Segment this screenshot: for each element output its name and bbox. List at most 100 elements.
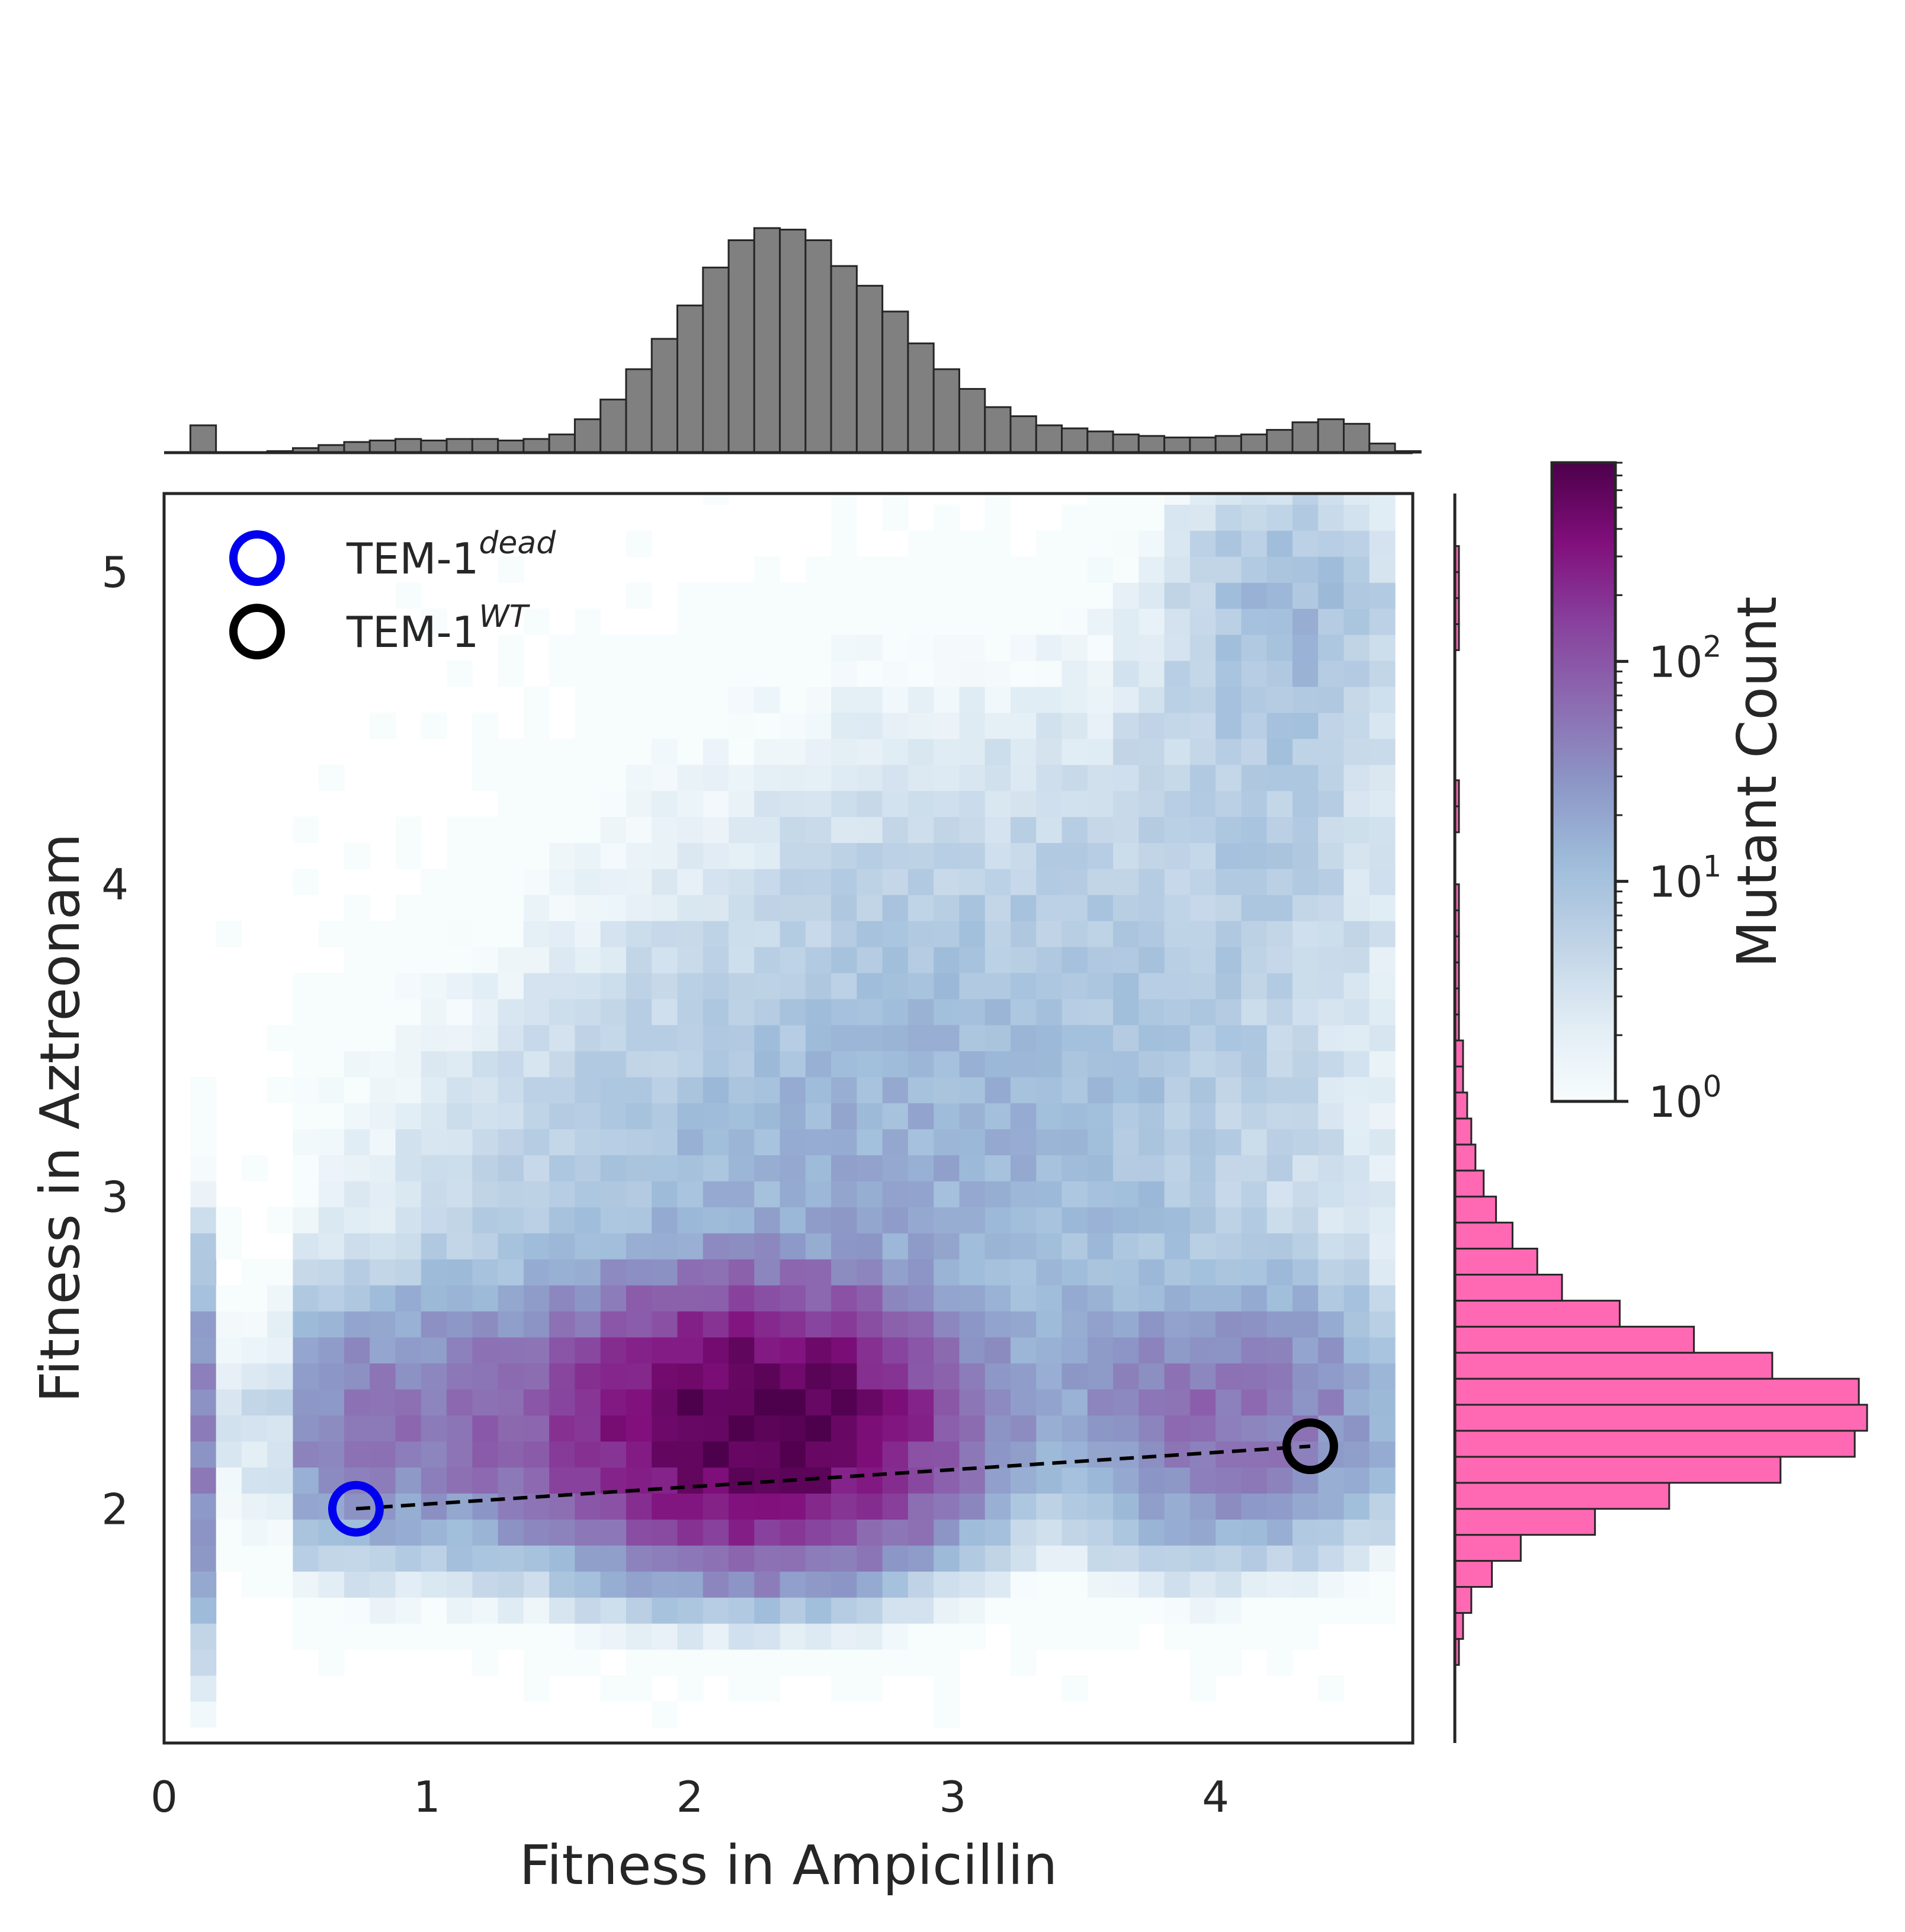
heatmap-cell	[677, 869, 704, 895]
heatmap-cell	[1061, 1389, 1088, 1416]
heatmap-cell	[1369, 1493, 1396, 1520]
heatmap-cell	[1113, 712, 1139, 739]
heatmap-cell	[754, 1259, 781, 1286]
heatmap-cell	[703, 582, 729, 609]
heatmap-cell	[780, 972, 806, 999]
heatmap-cell	[1036, 1233, 1063, 1260]
x-hist-bar	[907, 342, 935, 454]
heatmap-cell	[703, 1284, 729, 1312]
heatmap-cell	[1087, 895, 1114, 921]
heatmap-cell	[1216, 790, 1242, 818]
heatmap-cell	[677, 686, 704, 713]
heatmap-cell	[293, 1076, 319, 1104]
heatmap-cell	[1292, 1545, 1319, 1572]
heatmap-cell	[1061, 1050, 1088, 1078]
heatmap-cell	[831, 530, 857, 557]
heatmap-cell	[1343, 1050, 1370, 1078]
heatmap-cell	[1292, 1233, 1319, 1260]
heatmap-cell	[1138, 998, 1165, 1026]
heatmap-cell	[1216, 1493, 1242, 1520]
heatmap-cell	[1216, 764, 1242, 792]
heatmap-cell	[1266, 1181, 1293, 1207]
heatmap-cell	[959, 998, 986, 1026]
heatmap-cell	[549, 764, 576, 792]
heatmap-cell	[1343, 738, 1370, 765]
heatmap-cell	[1036, 816, 1063, 843]
heatmap-cell	[831, 764, 857, 792]
heatmap-cell	[984, 921, 1011, 947]
heatmap-cell	[1343, 1571, 1370, 1598]
heatmap-cell	[959, 556, 986, 583]
heatmap-cell	[626, 1155, 652, 1181]
heatmap-cell	[934, 1284, 960, 1312]
heatmap-cell	[472, 1493, 499, 1520]
heatmap-cell	[907, 1284, 934, 1312]
heatmap-cell	[421, 1076, 447, 1104]
heatmap-cell	[447, 972, 473, 999]
heatmap-cell	[1138, 921, 1165, 947]
heatmap-cell	[754, 1233, 781, 1260]
heatmap-cell	[805, 582, 832, 609]
heatmap-cell	[677, 1519, 704, 1546]
heatmap-cell	[344, 1441, 370, 1468]
heatmap-cell	[575, 1207, 601, 1233]
heatmap-cell	[1241, 635, 1268, 661]
heatmap-cell	[959, 1545, 986, 1572]
heatmap-cell	[857, 1649, 883, 1676]
heatmap-cell	[677, 921, 704, 947]
heatmap-cell	[857, 1311, 883, 1338]
heatmap-cell	[1216, 842, 1242, 869]
heatmap-cell	[907, 1024, 934, 1052]
heatmap-cell	[626, 1493, 652, 1520]
heatmap-cell	[754, 972, 781, 999]
heatmap-cell	[907, 1519, 934, 1546]
heatmap-cell	[1036, 1155, 1063, 1181]
y-hist-bar	[1454, 1560, 1493, 1588]
heatmap-cell	[447, 1337, 473, 1364]
heatmap-cell	[293, 1259, 319, 1286]
heatmap-cell	[1266, 1623, 1293, 1650]
y-hist-bar	[1454, 1222, 1513, 1250]
heatmap-cell	[780, 1233, 806, 1260]
heatmap-cell	[447, 1597, 473, 1624]
heatmap-cell	[267, 1207, 294, 1233]
heatmap-cell	[677, 712, 704, 739]
heatmap-cell	[1318, 947, 1345, 973]
heatmap-cell	[1138, 895, 1165, 921]
heatmap-cell	[677, 1467, 704, 1494]
heatmap-cell	[1011, 1259, 1037, 1286]
heatmap-cell	[370, 1389, 396, 1416]
heatmap-cell	[1216, 1623, 1242, 1650]
heatmap-cell	[805, 869, 832, 895]
heatmap-cell	[190, 1623, 217, 1650]
heatmap-cell	[1087, 530, 1114, 557]
heatmap-cell	[318, 1129, 345, 1155]
heatmap-cell	[677, 998, 704, 1026]
heatmap-cell	[1343, 1493, 1370, 1520]
heatmap-cell	[677, 1284, 704, 1312]
heatmap-cell	[677, 816, 704, 843]
heatmap-cell	[1138, 660, 1165, 687]
heatmap-cell	[754, 1207, 781, 1233]
heatmap-cell	[190, 1545, 217, 1572]
heatmap-cell	[1189, 582, 1216, 609]
heatmap-cell	[754, 1571, 781, 1598]
x-hist-bar	[497, 440, 525, 454]
heatmap-cell	[857, 1571, 883, 1598]
heatmap-cell	[831, 1076, 857, 1104]
heatmap-cell	[575, 1103, 601, 1130]
x-tick-label: 4	[1202, 1772, 1229, 1822]
heatmap-cell	[1061, 972, 1088, 999]
heatmap-cell	[1061, 869, 1088, 895]
heatmap-cell	[523, 895, 550, 921]
heatmap-cell	[882, 1024, 909, 1052]
heatmap-cell	[805, 1207, 832, 1233]
heatmap-cell	[1011, 869, 1037, 895]
heatmap-cell	[498, 1284, 524, 1312]
heatmap-cell	[1343, 998, 1370, 1026]
heatmap-cell	[907, 921, 934, 947]
heatmap-cell	[907, 1233, 934, 1260]
heatmap-cell	[447, 1103, 473, 1130]
heatmap-cell	[959, 1129, 986, 1155]
